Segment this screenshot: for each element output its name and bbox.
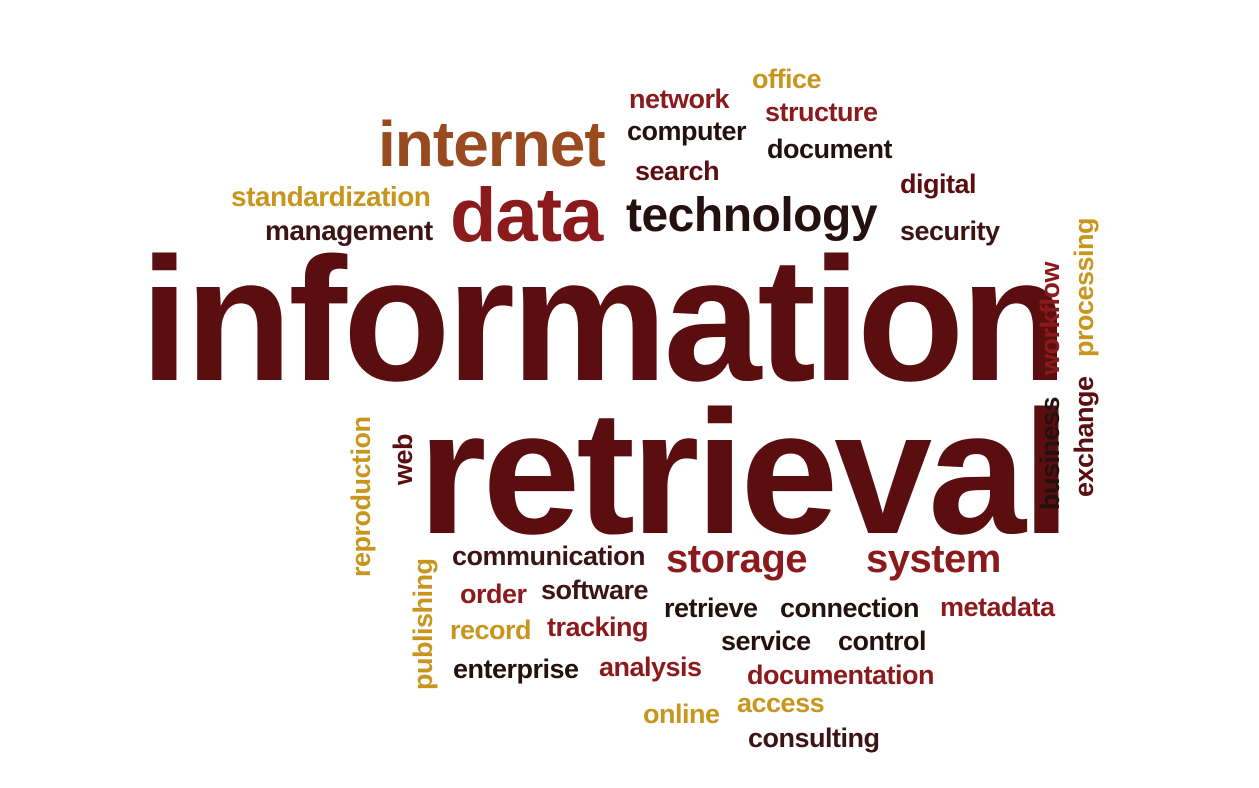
word-business: business xyxy=(1035,396,1065,510)
word-software: software xyxy=(541,575,649,605)
word-connection: connection xyxy=(780,593,920,623)
word-tracking: tracking xyxy=(547,612,649,642)
word-order: order xyxy=(460,579,527,609)
word-publishing: publishing xyxy=(408,558,438,690)
word-retrieve: retrieve xyxy=(664,593,758,623)
word-system: system xyxy=(866,537,1001,581)
word-record: record xyxy=(450,615,532,645)
word-storage: storage xyxy=(666,537,808,581)
word-enterprise: enterprise xyxy=(453,654,579,684)
word-office: office xyxy=(752,64,822,94)
word-network: network xyxy=(629,84,730,114)
word-management: management xyxy=(265,215,433,246)
word-communication: communication xyxy=(452,541,646,571)
word-web: web xyxy=(388,433,418,485)
word-internet: internet xyxy=(378,108,606,180)
word-structure: structure xyxy=(765,97,878,127)
word-access: access xyxy=(737,688,825,718)
word-online: online xyxy=(643,699,720,729)
word-document: document xyxy=(767,134,893,164)
word-security: security xyxy=(900,216,1000,246)
word-workflow: workflow xyxy=(1035,261,1065,375)
word-consulting: consulting xyxy=(748,723,880,753)
word-standardization: standardization xyxy=(231,181,431,212)
word-service: service xyxy=(721,626,811,656)
word-computer: computer xyxy=(627,116,747,146)
word-processing: processing xyxy=(1069,217,1099,357)
word-information: information xyxy=(140,222,1068,418)
word-documentation: documentation xyxy=(747,660,935,690)
word-data: data xyxy=(450,173,603,258)
word-search: search xyxy=(635,156,720,186)
word-technology: technology xyxy=(626,189,878,242)
word-control: control xyxy=(838,626,927,656)
word-exchange: exchange xyxy=(1069,376,1099,497)
word-retrieval: retrieval xyxy=(418,375,1071,571)
word-reproduction: reproduction xyxy=(346,416,376,578)
word-metadata: metadata xyxy=(940,592,1055,622)
word-digital: digital xyxy=(900,169,977,199)
word-analysis: analysis xyxy=(599,652,702,682)
